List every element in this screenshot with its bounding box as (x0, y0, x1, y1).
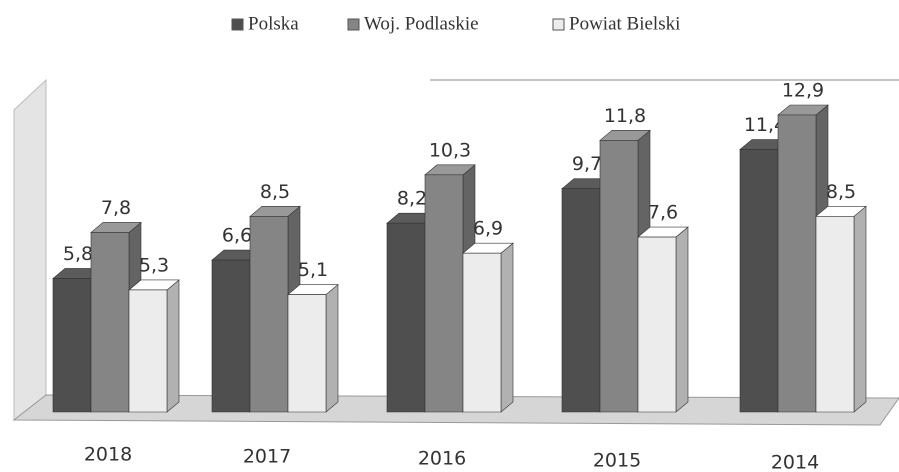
bar-front (739, 149, 779, 413)
bar-front (90, 232, 130, 413)
bar-front (424, 174, 464, 413)
legend-swatch (552, 18, 565, 31)
data-label: 12,9 (782, 80, 824, 102)
bar-front (462, 252, 502, 413)
bar-side (675, 226, 689, 413)
bar (815, 205, 867, 413)
data-label: 10,3 (429, 139, 471, 161)
legend-label: Woj. Podlaskie (364, 13, 479, 34)
data-label: 8,2 (397, 188, 427, 210)
bar-side (166, 279, 180, 413)
bar-side (500, 242, 514, 413)
bar (128, 279, 180, 413)
data-label: 6,9 (473, 218, 503, 240)
x-tick-label: 2018 (84, 444, 132, 466)
bar-front (52, 278, 92, 413)
bar-side (853, 205, 867, 413)
data-label: 9,7 (572, 153, 602, 175)
data-label: 8,5 (260, 181, 290, 203)
bar-front (211, 259, 251, 413)
bar-front (637, 236, 677, 413)
data-label: 5,8 (63, 243, 93, 265)
legend-label: Polska (248, 13, 299, 34)
x-tick-label: 2015 (593, 450, 641, 472)
bar (462, 242, 514, 413)
x-tick-label: 2016 (418, 448, 466, 470)
legend-swatch (231, 18, 244, 31)
x-tick-label: 2014 (771, 452, 819, 472)
bar-front (287, 294, 327, 413)
data-label: 5,3 (139, 254, 169, 276)
bar-front (815, 216, 855, 413)
bar (287, 283, 339, 413)
legend-label: Powiat Bielski (569, 13, 680, 34)
legend-swatch (347, 18, 360, 31)
data-label: 8,5 (826, 181, 856, 203)
bar-front (128, 289, 168, 413)
bar-front (386, 222, 426, 413)
bar-front (777, 114, 817, 413)
data-label: 11,8 (604, 105, 646, 127)
bar-front (561, 188, 601, 413)
data-label: 11,4 (744, 114, 786, 136)
bar-side (325, 283, 339, 413)
back-wall (13, 78, 47, 422)
data-label: 7,6 (648, 202, 678, 224)
data-label: 5,1 (298, 259, 328, 281)
bar (637, 226, 689, 413)
bar-front (249, 216, 289, 413)
bar-front (599, 140, 639, 413)
x-tick-label: 2017 (243, 446, 291, 468)
data-label: 7,8 (101, 197, 131, 219)
data-label: 6,6 (222, 225, 252, 247)
